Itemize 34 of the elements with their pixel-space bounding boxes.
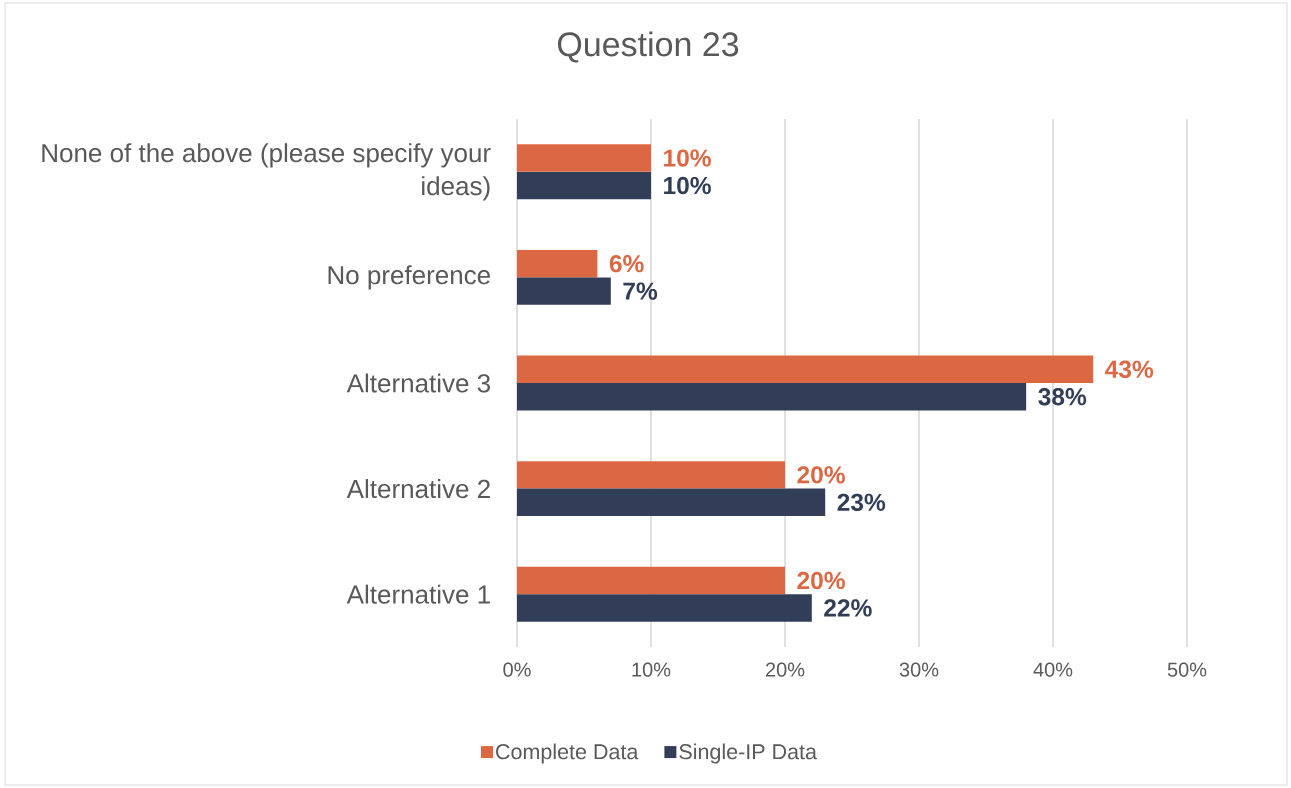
x-tick-label: 0% — [503, 662, 531, 677]
bar — [517, 488, 826, 517]
data-label: 10% — [664, 149, 711, 167]
data-label: 38% — [1038, 388, 1087, 406]
y-tick-label: No preference — [328, 265, 490, 290]
x-tick-label: 10% — [632, 662, 671, 677]
legend-label: Single-IP Data — [679, 743, 817, 764]
bar — [517, 383, 1027, 411]
bar — [517, 171, 651, 200]
x-tick-label: 40% — [1033, 662, 1073, 677]
bar — [517, 144, 651, 172]
y-tick-label: None of the above (please specify your ideas) — [42, 143, 491, 201]
bar — [517, 277, 611, 305]
bar — [517, 594, 812, 622]
y-tick-label: Alternative 1 — [346, 584, 490, 604]
data-label: 43% — [1105, 360, 1154, 378]
x-tick-label: 20% — [765, 662, 805, 677]
data-label: 10% — [664, 176, 711, 195]
data-label: 22% — [824, 599, 872, 617]
y-tick-label: Alternative 2 — [346, 479, 490, 499]
data-label: 20% — [797, 466, 845, 484]
legend-label: Complete Data — [496, 743, 639, 764]
y-tick-label: Alternative 3 — [346, 373, 491, 393]
bar — [517, 355, 1094, 383]
data-label: 6% — [609, 254, 644, 273]
chart-title: Question 23 — [557, 31, 739, 63]
data-label: 23% — [837, 493, 886, 512]
x-tick-label: 30% — [899, 662, 939, 677]
data-label: 20% — [797, 571, 845, 590]
data-label: 7% — [623, 282, 658, 300]
bar — [517, 566, 785, 595]
x-tick-label: 50% — [1167, 662, 1207, 677]
bar — [517, 249, 598, 278]
bar — [517, 461, 785, 489]
